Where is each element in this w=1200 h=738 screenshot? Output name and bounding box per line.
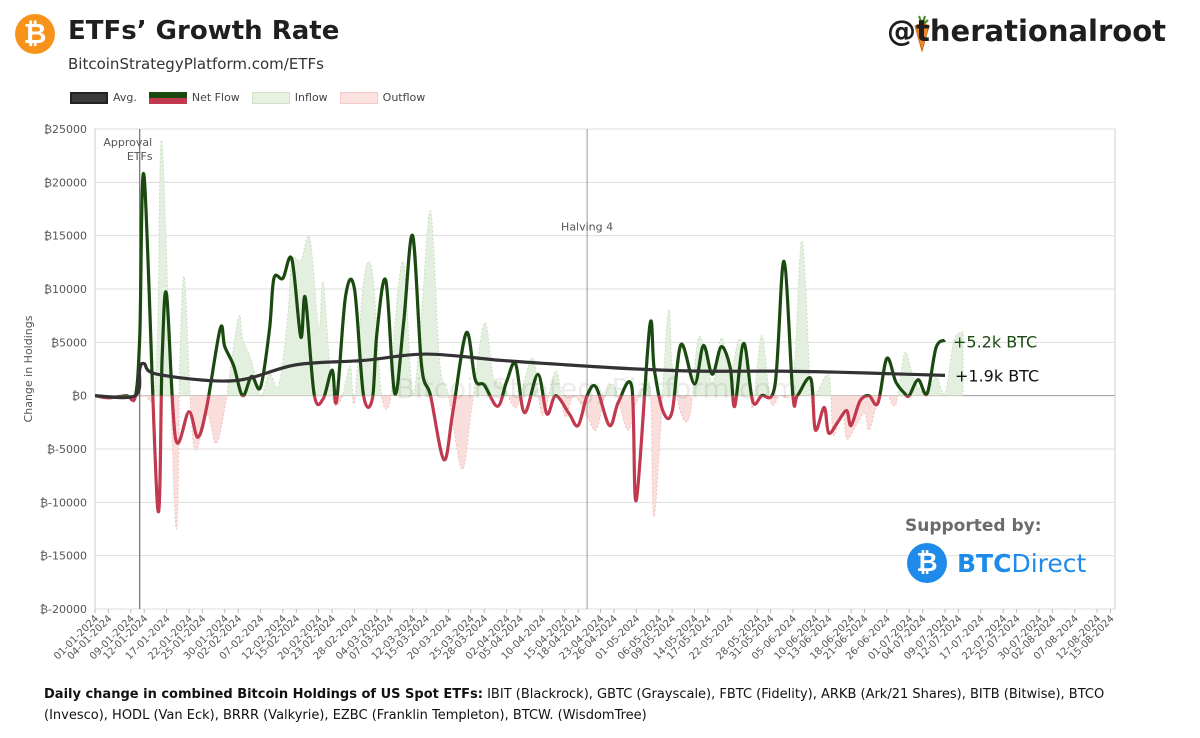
avg-end-label: +1.9k BTC	[955, 366, 1039, 385]
chart-legend: Avg. Net Flow Inflow Outflow	[70, 91, 437, 104]
y-tick-label: ₿20000	[44, 176, 87, 189]
description-etf-list: IBIT (Blackrock), GBTC (Grayscale), FBTC…	[44, 687, 1105, 723]
carrot-icon	[914, 15, 930, 52]
legend-swatch-avg	[70, 91, 108, 104]
y-axis-label: Change in Holdings	[22, 315, 35, 422]
sponsor-label: Supported by:	[905, 516, 1042, 536]
y-tick-label: ₿-20000	[40, 603, 87, 616]
y-tick-label: ₿0	[72, 390, 87, 403]
etf-flow-chart: ₿25000 ₿20000 ₿15000 ₿10000 ₿5000 ₿0 ₿-5000 ₿-1…	[22, 123, 1117, 662]
inflow-area	[113, 139, 964, 396]
legend-item-net-flow[interactable]: Net Flow	[148, 91, 240, 104]
page-subtitle: BitcoinStrategyPlatform.com/ETFs	[68, 55, 324, 73]
chart-description: Daily change in combined Bitcoin Holding…	[44, 684, 1164, 726]
bitcoin-logo-icon: ₿	[15, 14, 55, 54]
y-tick-label: ₿10000	[44, 283, 87, 296]
btc-direct-logo-icon: ₿	[907, 543, 947, 583]
description-heading: Daily change in combined Bitcoin Holding…	[44, 687, 483, 702]
legend-label-avg: Avg.	[113, 91, 137, 104]
y-tick-label: ₿25000	[44, 123, 87, 136]
legend-swatch-outflow	[339, 91, 378, 104]
avg-line	[94, 352, 946, 400]
legend-item-outflow[interactable]: Outflow	[339, 91, 426, 104]
btc-direct-logo[interactable]: ₿ BTCDirect	[907, 543, 1086, 583]
y-tick-label: ₿-10000	[40, 496, 87, 509]
btc-direct-wordmark: BTCDirect	[957, 548, 1087, 578]
page-title: ETFs’ Growth Rate	[68, 16, 340, 46]
net-flow-line-positive	[95, 172, 947, 396]
y-tick-label: ₿15000	[44, 230, 87, 243]
y-tick-label: ₿-15000	[40, 550, 87, 563]
net-flow-end-label: +5.2k BTC	[953, 332, 1037, 351]
annotation-label: Halving 4	[561, 220, 613, 233]
y-tick-label: ₿5000	[51, 336, 87, 349]
legend-label-outflow: Outflow	[382, 91, 426, 104]
outflow-area	[112, 395, 964, 530]
legend-item-inflow[interactable]: Inflow	[251, 91, 328, 104]
legend-swatch-net-flow	[148, 91, 187, 104]
author-handle: @therationalroot	[887, 14, 1166, 48]
legend-item-avg[interactable]: Avg.	[70, 91, 137, 104]
annotation-label: Approval	[103, 136, 152, 149]
y-tick-label: ₿-5000	[47, 443, 87, 456]
annotation-label: ETFs	[127, 150, 153, 163]
legend-label-net-flow: Net Flow	[191, 91, 240, 104]
legend-label-inflow: Inflow	[294, 91, 328, 104]
legend-swatch-inflow	[251, 91, 290, 104]
